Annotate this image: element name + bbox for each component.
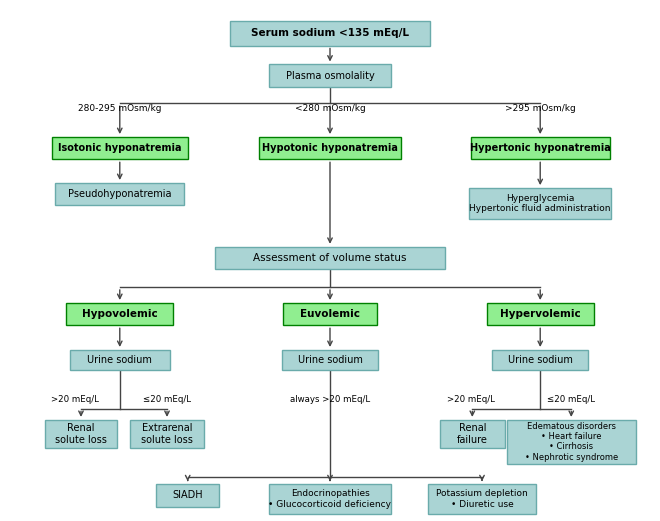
Text: >20 mEq/L: >20 mEq/L <box>447 395 495 404</box>
Text: always >20 mEq/L: always >20 mEq/L <box>290 395 370 404</box>
Text: Serum sodium <135 mEq/L: Serum sodium <135 mEq/L <box>251 28 409 38</box>
FancyBboxPatch shape <box>440 420 505 449</box>
FancyBboxPatch shape <box>156 484 219 506</box>
FancyBboxPatch shape <box>469 188 611 219</box>
Text: Edematous disorders
• Heart failure
• Cirrhosis
• Nephrotic syndrome: Edematous disorders • Heart failure • Ci… <box>525 421 618 462</box>
FancyBboxPatch shape <box>67 303 173 325</box>
Text: >20 mEq/L: >20 mEq/L <box>51 395 98 404</box>
Text: Hypotonic hyponatremia: Hypotonic hyponatremia <box>262 143 398 153</box>
Text: Hyperglycemia
Hypertonic fluid administration: Hyperglycemia Hypertonic fluid administr… <box>469 194 611 213</box>
Text: Potassium depletion
• Diuretic use: Potassium depletion • Diuretic use <box>436 489 528 508</box>
Text: SIADH: SIADH <box>172 490 203 500</box>
Text: Renal
solute loss: Renal solute loss <box>55 423 107 445</box>
FancyBboxPatch shape <box>283 303 377 325</box>
FancyBboxPatch shape <box>70 350 170 370</box>
Text: Urine sodium: Urine sodium <box>87 355 152 365</box>
Text: Plasma osmolality: Plasma osmolality <box>286 71 374 81</box>
FancyBboxPatch shape <box>471 137 610 159</box>
Text: Hypervolemic: Hypervolemic <box>500 309 581 319</box>
Text: Urine sodium: Urine sodium <box>298 355 362 365</box>
Text: Hypovolemic: Hypovolemic <box>82 309 158 319</box>
FancyBboxPatch shape <box>282 350 378 370</box>
Text: <280 mOsm/kg: <280 mOsm/kg <box>294 104 366 113</box>
Text: Endocrinopathies
• Glucocorticoid deficiency: Endocrinopathies • Glucocorticoid defici… <box>269 489 391 508</box>
Text: Assessment of volume status: Assessment of volume status <box>253 253 407 263</box>
FancyBboxPatch shape <box>269 65 391 87</box>
Text: ≤20 mEq/L: ≤20 mEq/L <box>143 395 191 404</box>
Text: Euvolemic: Euvolemic <box>300 309 360 319</box>
Text: Urine sodium: Urine sodium <box>508 355 573 365</box>
FancyBboxPatch shape <box>507 420 636 464</box>
FancyBboxPatch shape <box>269 484 391 514</box>
Text: Isotonic hyponatremia: Isotonic hyponatremia <box>58 143 182 153</box>
FancyBboxPatch shape <box>130 420 204 449</box>
FancyBboxPatch shape <box>55 183 184 205</box>
Text: ≤20 mEq/L: ≤20 mEq/L <box>547 395 595 404</box>
FancyBboxPatch shape <box>215 247 445 269</box>
Text: Extrarenal
solute loss: Extrarenal solute loss <box>141 423 193 445</box>
FancyBboxPatch shape <box>46 420 117 449</box>
FancyBboxPatch shape <box>492 350 588 370</box>
Text: Hypertonic hyponatremia: Hypertonic hyponatremia <box>470 143 610 153</box>
FancyBboxPatch shape <box>428 484 537 514</box>
FancyBboxPatch shape <box>52 137 187 159</box>
Text: 280-295 mOsm/kg: 280-295 mOsm/kg <box>78 104 162 113</box>
Text: >295 mOsm/kg: >295 mOsm/kg <box>505 104 576 113</box>
Text: Renal
failure: Renal failure <box>457 423 488 445</box>
FancyBboxPatch shape <box>230 21 430 45</box>
Text: Pseudohyponatremia: Pseudohyponatremia <box>68 189 172 199</box>
FancyBboxPatch shape <box>487 303 593 325</box>
FancyBboxPatch shape <box>259 137 401 159</box>
